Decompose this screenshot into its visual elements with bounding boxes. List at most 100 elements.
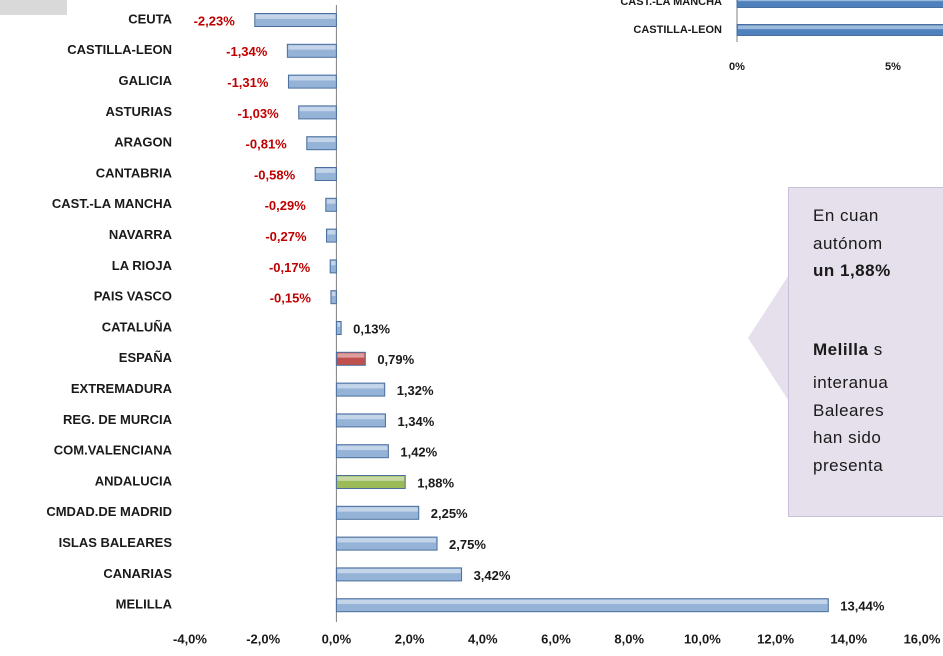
x-tick-label: 2,0% bbox=[395, 631, 425, 646]
category-label: CASTILLA-LEON bbox=[67, 42, 172, 57]
value-label: 2,75% bbox=[449, 537, 486, 552]
bar bbox=[306, 136, 337, 151]
bar-shine bbox=[337, 568, 461, 574]
category-label: COM.VALENCIANA bbox=[54, 443, 173, 458]
value-label: 1,32% bbox=[397, 383, 434, 398]
x-tick-label: 10,0% bbox=[684, 631, 721, 646]
category-label: CEUTA bbox=[128, 11, 172, 26]
text-segment: Baleares bbox=[813, 401, 885, 420]
value-label: 0,13% bbox=[353, 321, 390, 336]
value-label: 1,42% bbox=[400, 445, 437, 460]
bar bbox=[335, 567, 463, 582]
bar-shine bbox=[337, 322, 341, 327]
text-line: autónom bbox=[813, 234, 883, 254]
text-line: interanua bbox=[813, 373, 888, 393]
category-label: ESPAÑA bbox=[119, 350, 173, 365]
bar-shine bbox=[337, 414, 385, 420]
text-line: Baleares bbox=[813, 401, 884, 421]
bar-shine bbox=[337, 476, 405, 481]
text-segment: interanua bbox=[813, 373, 889, 392]
bar bbox=[326, 228, 337, 243]
value-label: -0,27% bbox=[265, 229, 307, 244]
bar bbox=[335, 321, 342, 335]
bar-shine bbox=[337, 384, 384, 389]
value-label: -0,58% bbox=[254, 167, 296, 182]
category-label: CANARIAS bbox=[103, 566, 172, 581]
value-label: 1,34% bbox=[397, 414, 434, 429]
category-label: CATALUÑA bbox=[102, 319, 173, 334]
value-label: -0,81% bbox=[246, 137, 288, 152]
category-label: REG. DE MURCIA bbox=[63, 412, 173, 427]
value-label: -0,17% bbox=[269, 260, 311, 275]
bar bbox=[335, 444, 389, 459]
bar-shine bbox=[738, 25, 943, 30]
arrow bbox=[748, 270, 792, 406]
bar bbox=[329, 259, 337, 274]
x-tick-label: 8,0% bbox=[614, 631, 644, 646]
bar bbox=[286, 43, 337, 58]
category-label: ISLAS BALEARES bbox=[59, 535, 173, 550]
category-label: GALICIA bbox=[119, 73, 173, 88]
text-box: En cuan autónom un 1,88% Melilla s interanua… bbox=[788, 187, 943, 517]
x-tick-label: 0% bbox=[729, 61, 745, 73]
text-line: Melilla s bbox=[813, 340, 883, 360]
category-label: EXTREMADURA bbox=[71, 381, 173, 396]
category-label: MELILLA bbox=[116, 597, 173, 612]
category-label: NAVARRA bbox=[109, 227, 173, 242]
text-line: un 1,88% bbox=[813, 261, 891, 281]
value-label: -0,29% bbox=[265, 198, 307, 213]
header-block bbox=[0, 0, 67, 15]
category-label: CAST.-LA MANCHA bbox=[620, 0, 722, 8]
x-tick-label: 16,0% bbox=[904, 631, 941, 646]
x-tick-label: 14,0% bbox=[830, 631, 867, 646]
bar bbox=[736, 24, 943, 36]
x-tick-label: 4,0% bbox=[468, 631, 498, 646]
bar bbox=[298, 105, 337, 120]
value-label: 3,42% bbox=[474, 568, 511, 583]
x-tick-label: 5% bbox=[885, 61, 901, 73]
x-tick-label: 6,0% bbox=[541, 631, 571, 646]
bar-shine bbox=[255, 14, 336, 19]
bar-shine bbox=[738, 0, 943, 2]
bar-shine bbox=[331, 260, 336, 266]
bar-shine bbox=[299, 106, 336, 112]
text-line: En cuan bbox=[813, 206, 879, 226]
bar bbox=[287, 74, 337, 89]
category-label: LA RIOJA bbox=[112, 258, 173, 273]
bar bbox=[335, 413, 386, 428]
value-label: -1,03% bbox=[237, 106, 279, 121]
bar-shine bbox=[307, 137, 336, 143]
category-label: CANTABRIA bbox=[96, 165, 173, 180]
bar-shine bbox=[337, 445, 388, 451]
bar-shine bbox=[337, 353, 365, 358]
text-segment: han sido bbox=[813, 428, 882, 447]
x-tick-label: 0,0% bbox=[322, 631, 352, 646]
bar bbox=[325, 197, 337, 212]
bar-shine bbox=[316, 168, 336, 173]
text-segment: autónom bbox=[813, 234, 883, 253]
bar bbox=[330, 290, 337, 305]
bar bbox=[335, 475, 406, 489]
category-label: ANDALUCIA bbox=[95, 473, 173, 488]
bar-shine bbox=[337, 538, 437, 543]
x-tick-label: 12,0% bbox=[757, 631, 794, 646]
text-segment: presenta bbox=[813, 456, 884, 475]
value-label: -2,23% bbox=[194, 13, 236, 28]
category-label: CMDAD.DE MADRID bbox=[46, 504, 172, 519]
category-label: CAST.-LA MANCHA bbox=[52, 196, 173, 211]
bar bbox=[335, 598, 829, 613]
text-segment: un 1,88% bbox=[813, 261, 891, 280]
bar-shine bbox=[337, 599, 828, 605]
value-label: 13,44% bbox=[840, 599, 885, 614]
category-label: ASTURIAS bbox=[106, 104, 173, 119]
category-label: PAIS VASCO bbox=[94, 289, 172, 304]
value-label: 2,25% bbox=[431, 506, 468, 521]
bar bbox=[335, 505, 420, 520]
bar bbox=[335, 382, 386, 397]
category-label: CASTILLA-LEON bbox=[633, 24, 722, 36]
value-label: -1,34% bbox=[226, 44, 268, 59]
text-segment: s bbox=[868, 340, 883, 359]
text-segment: Melilla bbox=[813, 340, 869, 359]
